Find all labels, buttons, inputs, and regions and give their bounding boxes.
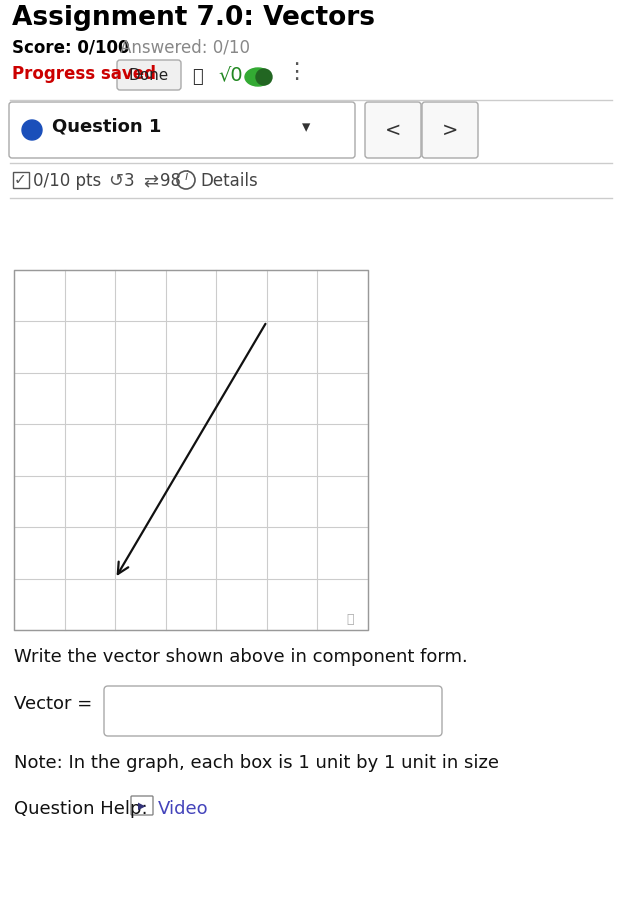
Text: Progress saved: Progress saved [12, 65, 156, 83]
Text: √0: √0 [218, 65, 243, 84]
Text: ⎙: ⎙ [192, 68, 203, 86]
Text: Answered: 0/10: Answered: 0/10 [120, 38, 250, 56]
Text: ⇄: ⇄ [143, 172, 158, 190]
Text: Question 1: Question 1 [52, 118, 161, 136]
Ellipse shape [245, 68, 271, 86]
Text: Note: In the graph, each box is 1 unit by 1 unit in size: Note: In the graph, each box is 1 unit b… [14, 754, 499, 772]
Text: 3: 3 [124, 172, 134, 190]
Bar [14, 270, 368, 630]
Text: ▶: ▶ [138, 801, 146, 811]
Text: ↺: ↺ [108, 172, 123, 190]
FancyBboxPatch shape [9, 102, 355, 158]
Circle shape [256, 69, 272, 85]
Text: i: i [184, 171, 188, 183]
Text: Details: Details [200, 172, 258, 190]
Text: Video: Video [158, 800, 208, 818]
FancyBboxPatch shape [131, 796, 153, 815]
Text: 0/10 pts: 0/10 pts [33, 172, 101, 190]
Text: 98: 98 [160, 172, 181, 190]
Text: ▾: ▾ [302, 118, 310, 136]
Text: >: > [442, 121, 458, 140]
Text: ⋮: ⋮ [285, 62, 307, 82]
Text: ✓: ✓ [14, 172, 27, 187]
Text: Question Help:: Question Help: [14, 800, 147, 818]
Text: Score: 0/100: Score: 0/100 [12, 38, 129, 56]
FancyBboxPatch shape [365, 102, 421, 158]
FancyBboxPatch shape [117, 60, 181, 90]
Text: Write the vector shown above in component form.: Write the vector shown above in componen… [14, 648, 468, 666]
Text: Vector =: Vector = [14, 695, 92, 713]
Text: Done: Done [129, 67, 169, 83]
Text: <: < [385, 121, 401, 140]
Circle shape [22, 120, 42, 140]
Bar [13, 172, 29, 188]
Bar [14, 270, 368, 630]
FancyBboxPatch shape [422, 102, 478, 158]
Text: Assignment 7.0: Vectors: Assignment 7.0: Vectors [12, 5, 375, 31]
FancyBboxPatch shape [104, 686, 442, 736]
Text: 🔍: 🔍 [346, 613, 353, 626]
